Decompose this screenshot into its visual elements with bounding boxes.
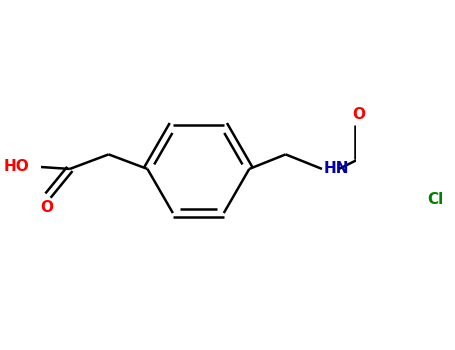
Text: O: O [40,201,53,216]
Text: Cl: Cl [428,192,444,207]
Text: HO: HO [4,159,30,174]
Text: HN: HN [323,161,349,176]
Text: O: O [352,107,365,122]
